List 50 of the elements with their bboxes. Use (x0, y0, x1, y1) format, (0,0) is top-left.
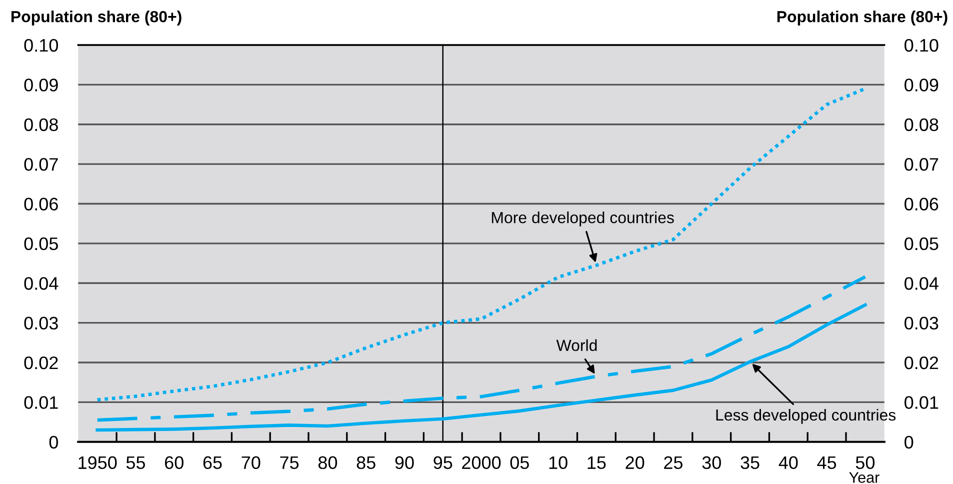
x-tick-label: 70 (242, 456, 260, 470)
x-tick-label: 75 (280, 456, 299, 470)
x-tick-label: 10 (549, 456, 568, 470)
y2-tick-label: 0 (904, 436, 914, 449)
x-tick-label: 60 (165, 456, 184, 470)
x-tick-label: 2000 (462, 456, 501, 470)
x-tick-label: 30 (702, 456, 721, 470)
y2-tick-label: 0.10 (904, 38, 938, 52)
x-tick-label: 40 (778, 456, 798, 470)
x-tick-label: 80 (318, 456, 338, 470)
y2-tick-label: 0.06 (904, 198, 938, 210)
y2-tick-label: 0.05 (904, 237, 938, 250)
x-tick-label: 05 (510, 456, 529, 470)
x-tick-label: 45 (817, 456, 836, 470)
y-tick-label: 0.01 (24, 396, 58, 409)
x-tick-label: 15 (588, 456, 606, 470)
x-tick-label: 20 (626, 456, 644, 470)
y-tick-label: 0.03 (24, 316, 58, 330)
line-series (96, 87, 867, 402)
y-tick-label: 0.10 (24, 38, 58, 52)
y-axis-title: Population share (80+) (11, 10, 182, 26)
y-tick-label: 0.06 (24, 198, 58, 210)
x-tick-label: 35 (740, 456, 760, 470)
y-tick-label: 0.08 (24, 118, 58, 132)
y2-tick-label: 0.02 (904, 356, 938, 370)
series-label: More developed countries (492, 212, 674, 226)
x-tick-label: 25 (664, 456, 683, 470)
x-tick-label: 90 (395, 456, 414, 470)
y2-tick-label: 0.09 (904, 78, 938, 92)
y-tick-label: 0.05 (24, 237, 58, 250)
x-tick-label: 65 (203, 456, 222, 470)
y2-tick-label: 0.03 (904, 316, 938, 330)
x-tick-label: 50 (856, 456, 875, 470)
y2-tick-label: 0.08 (904, 118, 938, 132)
y2-tick-label: 0.04 (904, 277, 938, 290)
x-tick-label: 55 (126, 456, 146, 470)
y2-tick-label: 0.01 (904, 396, 938, 409)
y-tick-label: 0.07 (24, 158, 58, 171)
x-tick-label: 95 (434, 456, 452, 470)
x-tick-label: 85 (356, 456, 376, 470)
y-tick-label: 0.04 (24, 277, 58, 290)
series-label: Less developed countries (716, 408, 896, 424)
x-axis-title: Year (849, 472, 880, 483)
x-tick-label: 1950 (78, 456, 117, 470)
y-tick-label: 0 (49, 436, 58, 449)
y2-axis-title: Population share (80+) (777, 10, 948, 26)
y-tick-label: 0.02 (24, 356, 58, 370)
series-label: World (556, 339, 597, 352)
y-tick-label: 0.09 (24, 78, 58, 92)
y2-tick-label: 0.07 (904, 158, 938, 171)
